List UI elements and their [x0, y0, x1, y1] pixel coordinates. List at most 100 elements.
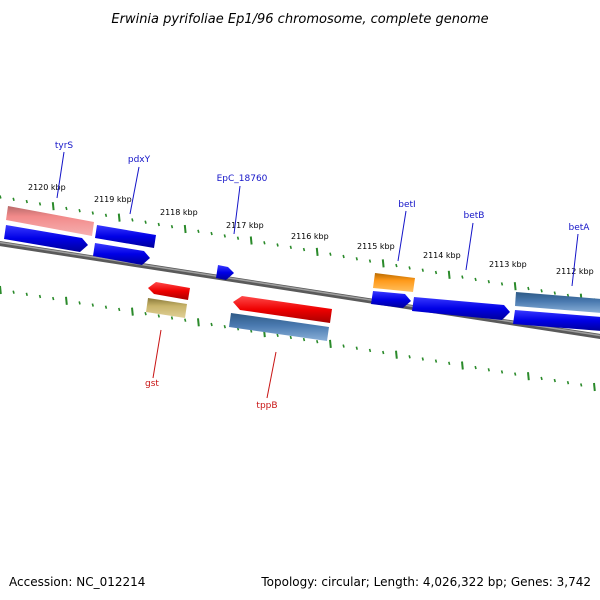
gene-label-betA[interactable]: betA	[569, 223, 591, 233]
scale-tick-lower	[170, 316, 174, 320]
scale-tick-lower	[104, 305, 108, 309]
scale-tick-upper	[78, 208, 81, 213]
scale-tick-upper	[38, 202, 42, 206]
scale-tick-upper	[157, 222, 160, 227]
cds-arrow-gst[interactable]	[148, 282, 190, 300]
scale-tick-lower	[487, 368, 490, 372]
scale-label: 2114 kbp	[423, 251, 461, 260]
scale-tick-lower	[210, 322, 213, 327]
scale-label: 2112 kbp	[556, 267, 594, 276]
gene-label-tppB[interactable]: tppB	[256, 401, 277, 411]
scale-tick-lower	[395, 350, 398, 359]
gene-label-tyrS[interactable]: tyrS	[55, 141, 74, 151]
scale-tick-lower	[514, 372, 517, 376]
cds-arrow-pdxY-2[interactable]	[93, 243, 150, 265]
scale-tick-lower	[316, 339, 319, 344]
scale-tick-lower	[223, 324, 226, 329]
scale-tick-upper	[368, 259, 372, 263]
scale-tick-upper	[276, 243, 279, 247]
scale-tick-lower	[184, 318, 187, 322]
scale-tick-upper	[447, 270, 451, 279]
scale-tick-upper	[249, 236, 253, 245]
scale-ticks-upper	[0, 195, 596, 302]
scale-tick-upper	[91, 211, 94, 215]
feature-gst[interactable]	[146, 298, 187, 318]
feature-betI[interactable]	[373, 273, 415, 292]
scale-tick-upper	[474, 277, 477, 282]
scale-tick-upper	[434, 270, 438, 275]
scale-tick-lower	[38, 294, 42, 299]
cds-arrow-pdxY-1[interactable]	[95, 225, 156, 248]
scale-tick-lower	[448, 361, 451, 366]
scale-tick-upper	[527, 286, 530, 291]
scale-tick-lower	[157, 314, 160, 318]
cds-arrow-betA[interactable]	[513, 310, 600, 331]
scale-tick-lower	[144, 311, 147, 316]
scale-tick-lower	[434, 359, 438, 363]
scale-label: 2118 kbp	[160, 208, 198, 217]
scale-tick-upper	[170, 224, 174, 229]
scale-tick-upper	[342, 254, 345, 259]
scale-tick-lower	[527, 372, 530, 381]
scale-label: 2119 kbp	[94, 195, 132, 204]
scale-tick-upper	[540, 289, 543, 293]
scale-tick-upper	[197, 229, 200, 234]
scale-tick-upper	[315, 247, 319, 256]
feature-tppB[interactable]	[229, 313, 329, 341]
scale-tick-upper	[381, 259, 385, 268]
scale-tick-lower	[52, 296, 55, 301]
scale-tick-lower	[302, 337, 306, 342]
feature-tyrS[interactable]	[6, 206, 94, 236]
scale-tick-lower	[197, 318, 200, 327]
cds-arrow-betI[interactable]	[371, 291, 411, 308]
cds-arrow-EpC_18760[interactable]	[216, 265, 234, 280]
scale-tick-upper	[0, 195, 2, 199]
scale-tick-upper	[513, 282, 517, 291]
scale-tick-lower	[461, 361, 464, 370]
gene-label-betB[interactable]: betB	[464, 211, 485, 221]
scale-tick-lower	[329, 339, 332, 348]
scale-tick-upper	[408, 266, 411, 270]
scale-tick-upper	[487, 279, 490, 284]
gene-label-EpC_18760[interactable]: EpC_18760	[217, 174, 268, 184]
accession-text: Accession: NC_012214	[9, 575, 145, 589]
scale-tick-upper	[236, 236, 240, 240]
scale-tick-lower	[408, 355, 411, 359]
scale-tick-lower	[65, 296, 68, 305]
cds-arrow-tyrS[interactable]	[4, 225, 88, 252]
cds-arrow-betB[interactable]	[412, 297, 510, 320]
scale-tick-lower	[580, 383, 583, 387]
scale-tick-lower	[25, 292, 28, 297]
gene-label-pdxY[interactable]: pdxY	[128, 155, 151, 165]
gene-label-betI[interactable]: betI	[398, 200, 415, 210]
gene-label-gst[interactable]: gst	[145, 379, 159, 389]
scale-tick-lower	[78, 301, 81, 305]
scale-tick-lower	[118, 307, 121, 312]
scale-tick-lower	[421, 357, 424, 361]
scale-label: 2116 kbp	[291, 232, 329, 241]
scale-label: 2117 kbp	[226, 221, 264, 230]
scale-tick-lower	[289, 335, 292, 340]
scale-tick-lower	[540, 376, 543, 381]
scale-tick-upper	[421, 268, 424, 272]
cds-arrow-tppB[interactable]	[233, 296, 332, 323]
scale-tick-lower	[500, 370, 504, 374]
scale-tick-lower	[553, 378, 556, 383]
genome-summary-text: Topology: circular; Length: 4,026,322 bp…	[260, 575, 591, 589]
scale-tick-lower	[382, 350, 385, 355]
scale-tick-lower	[566, 380, 570, 385]
scale-tick-upper	[461, 275, 464, 279]
scale-tick-upper	[65, 206, 68, 211]
scale-label: 2115 kbp	[357, 242, 395, 251]
scale-tick-lower	[131, 307, 134, 316]
scale-tick-upper	[289, 245, 292, 250]
scale-tick-lower	[474, 365, 477, 370]
scale-tick-upper	[117, 213, 121, 222]
scale-tick-lower	[91, 303, 94, 307]
scale-tick-upper	[104, 213, 108, 218]
scale-tick-lower	[0, 285, 2, 295]
scale-tick-upper	[144, 220, 147, 224]
feature-betA[interactable]	[515, 292, 600, 313]
